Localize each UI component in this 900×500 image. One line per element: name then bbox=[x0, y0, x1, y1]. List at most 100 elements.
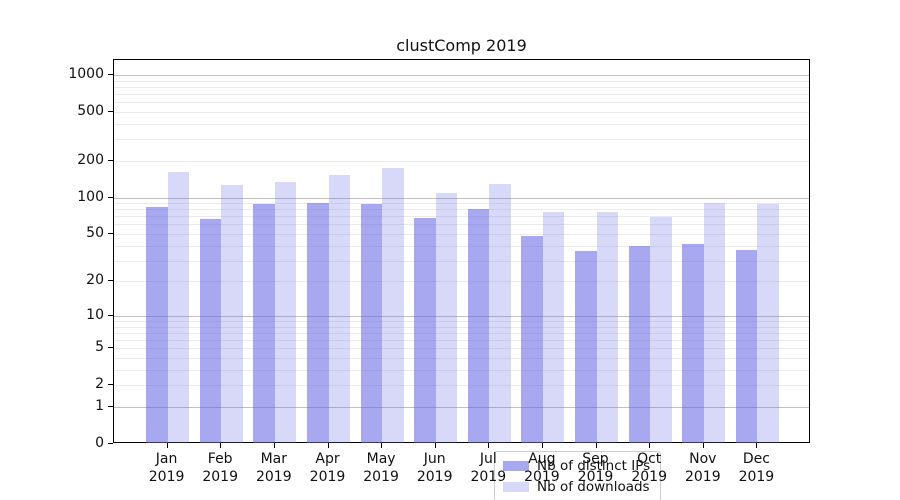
bar-distinct-ips-sep bbox=[575, 251, 597, 443]
gridline-4 bbox=[114, 358, 809, 359]
x-tick-mark-sep bbox=[595, 443, 597, 448]
legend-item-downloads: Nb of downloads bbox=[503, 479, 650, 495]
x-tick-mark-jul bbox=[488, 443, 490, 448]
bar-distinct-ips-jul bbox=[467, 208, 490, 443]
gridline-500 bbox=[114, 111, 809, 113]
y-tick-label-500: 500 bbox=[77, 102, 104, 119]
y-tick-mark-10 bbox=[108, 314, 113, 316]
bar-distinct-ips-nov bbox=[682, 244, 704, 443]
y-tick-label-0: 0 bbox=[95, 435, 104, 451]
gridline-7 bbox=[114, 332, 809, 334]
legend-label-downloads: Nb of downloads bbox=[537, 479, 650, 495]
gridline-8 bbox=[114, 326, 809, 328]
gridline-1000 bbox=[114, 74, 809, 76]
legend: Nb of distinct IPs Nb of downloads bbox=[494, 451, 662, 500]
x-tick-mark-aug bbox=[541, 443, 543, 448]
x-tick-mark-jun bbox=[434, 443, 436, 448]
legend-label-distinct-ips: Nb of distinct IPs bbox=[537, 458, 651, 474]
y-tick-mark-0 bbox=[108, 443, 113, 444]
legend-swatch-distinct-ips bbox=[503, 461, 529, 471]
bar-distinct-ips-aug bbox=[521, 236, 543, 443]
gridline-10 bbox=[114, 315, 809, 317]
x-tick-mark-feb bbox=[220, 443, 222, 448]
gridline-2 bbox=[114, 385, 809, 387]
gridline-30 bbox=[114, 260, 809, 262]
bar-distinct-ips-apr bbox=[307, 202, 329, 443]
bar-downloads-sep bbox=[596, 212, 618, 443]
x-tick-label-aug: Aug 2019 bbox=[524, 451, 560, 485]
bar-distinct-ips-mar bbox=[253, 204, 275, 443]
y-tick-label-1: 1 bbox=[95, 398, 104, 414]
bar-distinct-ips-feb bbox=[199, 218, 222, 443]
y-tick-mark-50 bbox=[108, 233, 113, 234]
bar-distinct-ips-oct bbox=[628, 245, 651, 443]
gridline-60 bbox=[114, 224, 809, 226]
y-tick-label-5: 5 bbox=[95, 339, 104, 356]
y-tick-mark-5 bbox=[108, 347, 113, 349]
gridline-50 bbox=[114, 234, 809, 235]
legend-item-distinct-ips: Nb of distinct IPs bbox=[503, 458, 650, 474]
x-tick-label-feb: Feb 2019 bbox=[202, 451, 238, 485]
x-tick-mark-dec bbox=[756, 443, 758, 448]
gridline-200 bbox=[114, 160, 809, 162]
bar-distinct-ips-jan bbox=[146, 206, 168, 443]
y-tick-mark-1000 bbox=[108, 73, 113, 75]
x-tick-label-dec: Dec 2019 bbox=[738, 451, 775, 485]
bar-distinct-ips-may bbox=[360, 203, 383, 443]
gridline-90 bbox=[114, 203, 809, 204]
x-tick-label-nov: Nov 2019 bbox=[684, 451, 721, 485]
gridline-5 bbox=[114, 348, 809, 350]
x-tick-mark-may bbox=[381, 443, 383, 448]
x-tick-label-oct: Oct 2019 bbox=[631, 451, 667, 485]
gridline-40 bbox=[114, 245, 809, 247]
y-tick-label-10: 10 bbox=[86, 306, 104, 323]
bar-downloads-nov bbox=[703, 202, 726, 443]
bar-downloads-apr bbox=[328, 175, 350, 443]
x-tick-mark-mar bbox=[273, 443, 275, 448]
y-tick-mark-100 bbox=[108, 196, 113, 198]
gridline-800 bbox=[114, 86, 809, 88]
gridline-700 bbox=[114, 94, 809, 95]
bar-downloads-aug bbox=[542, 212, 565, 443]
bar-downloads-dec bbox=[757, 204, 779, 443]
gridline-80 bbox=[114, 209, 809, 211]
x-tick-label-jan: Jan 2019 bbox=[148, 451, 185, 485]
y-tick-label-50: 50 bbox=[86, 225, 104, 241]
gridline-600 bbox=[114, 102, 809, 104]
x-tick-label-may: May 2019 bbox=[363, 451, 399, 485]
gridline-100 bbox=[114, 197, 809, 199]
x-tick-mark-jan bbox=[166, 443, 168, 448]
y-tick-mark-1 bbox=[108, 406, 113, 407]
gridline-20 bbox=[114, 281, 809, 283]
bar-distinct-ips-jun bbox=[414, 217, 436, 443]
gridline-3 bbox=[114, 369, 809, 371]
gridline-1 bbox=[114, 407, 809, 408]
bar-downloads-jul bbox=[489, 184, 511, 443]
gridline-70 bbox=[114, 216, 809, 218]
plot-area: Nb of distinct IPs Nb of downloads bbox=[113, 59, 810, 500]
y-tick-label-2: 2 bbox=[95, 376, 104, 393]
x-tick-mark-oct bbox=[649, 443, 651, 448]
y-tick-mark-500 bbox=[108, 110, 113, 112]
bar-downloads-jun bbox=[435, 192, 458, 443]
chart-title: clustComp 2019 bbox=[396, 36, 527, 55]
x-tick-label-sep: Sep 2019 bbox=[577, 451, 614, 485]
y-tick-label-1000: 1000 bbox=[68, 65, 104, 82]
x-tick-mark-nov bbox=[702, 443, 704, 448]
y-tick-label-100: 100 bbox=[77, 188, 104, 205]
bar-downloads-feb bbox=[221, 184, 243, 443]
bar-downloads-mar bbox=[274, 182, 297, 443]
gridline-6 bbox=[114, 340, 809, 342]
gridline-300 bbox=[114, 139, 809, 141]
x-tick-label-jul: Jul 2019 bbox=[470, 451, 507, 485]
gridline-400 bbox=[114, 123, 809, 125]
gridline-9 bbox=[114, 321, 809, 322]
y-tick-label-20: 20 bbox=[86, 272, 104, 289]
y-tick-label-200: 200 bbox=[77, 151, 104, 168]
x-tick-label-jun: Jun 2019 bbox=[416, 451, 453, 485]
legend-swatch-downloads bbox=[503, 482, 529, 492]
gridline-900 bbox=[114, 80, 809, 82]
y-tick-mark-200 bbox=[108, 159, 113, 161]
bar-downloads-may bbox=[382, 168, 404, 443]
